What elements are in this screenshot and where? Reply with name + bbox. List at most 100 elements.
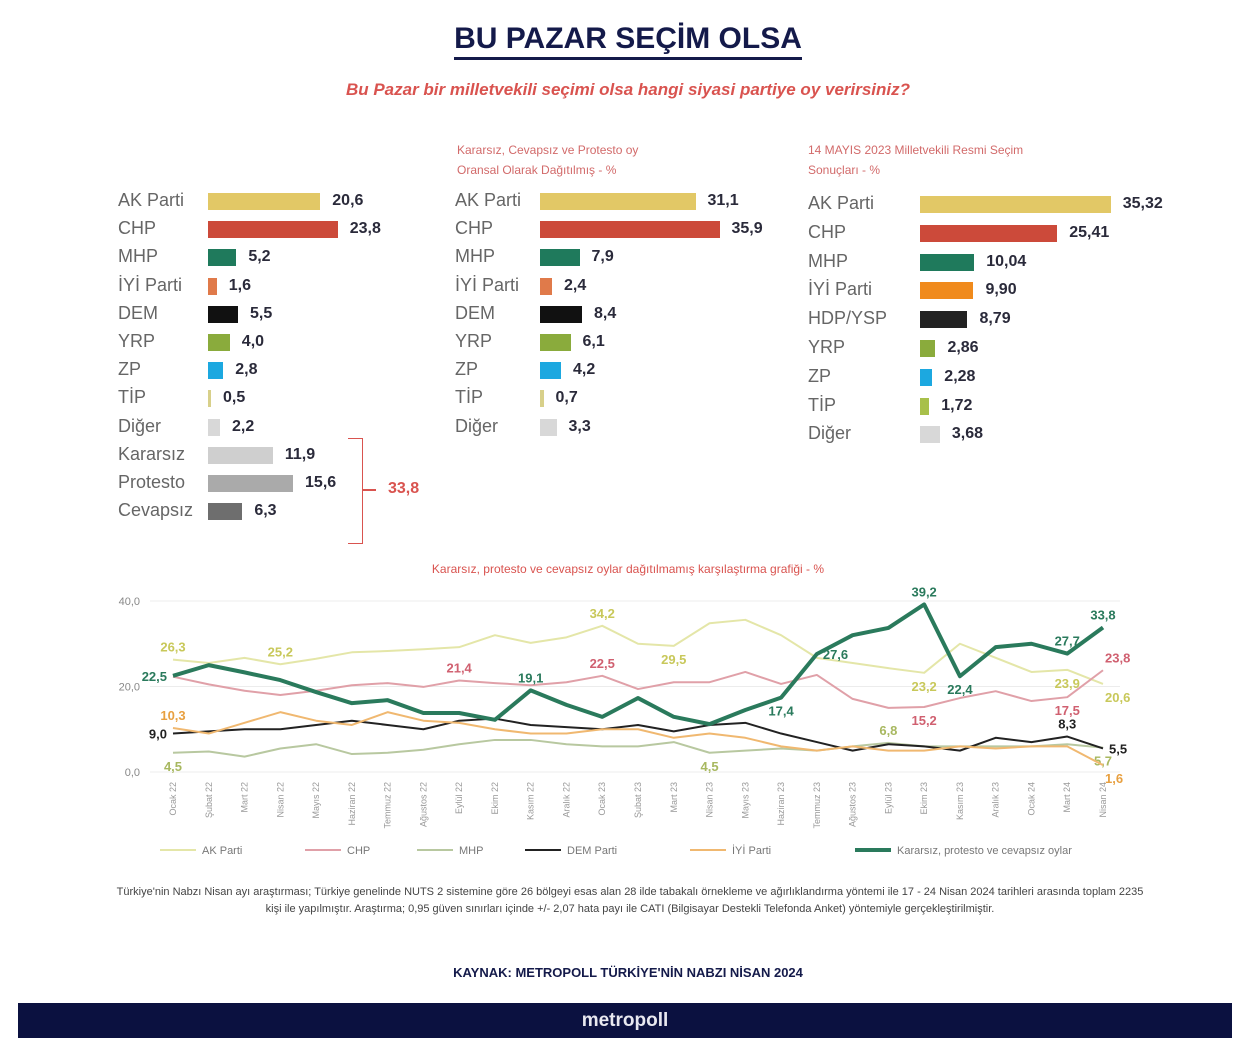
bar-value: 0,7 xyxy=(555,389,578,407)
x-tick-label: Eylül 23 xyxy=(883,782,893,814)
bar-label: YRP xyxy=(808,337,846,357)
bar-value: 6,1 xyxy=(582,333,605,350)
bar-value: 15,6 xyxy=(305,474,337,491)
bar xyxy=(208,305,238,323)
bar xyxy=(540,193,696,210)
legend-label: MHP xyxy=(459,845,483,857)
y-tick-label: 20,0 xyxy=(119,682,140,694)
bar-label: ZP xyxy=(455,359,479,380)
x-tick-label: Şubat 22 xyxy=(204,782,214,818)
bar-label: Diğer xyxy=(118,415,162,436)
data-label: 22,5 xyxy=(142,669,167,684)
bar xyxy=(208,475,294,492)
bar-label: CHP xyxy=(118,218,157,239)
bar-value: 1,72 xyxy=(941,396,973,414)
bar-value: 25,41 xyxy=(1069,223,1110,241)
x-tick-label: Ocak 22 xyxy=(168,782,178,816)
data-label: 21,4 xyxy=(446,661,472,676)
legend-label: DEM Parti xyxy=(567,845,617,857)
x-tick-label: Mart 24 xyxy=(1062,782,1072,813)
bar-value: 5,2 xyxy=(248,248,271,266)
bar-value: 3,3 xyxy=(568,417,591,435)
x-tick-label: Mayıs 22 xyxy=(311,782,321,819)
bar-label: AK Parti xyxy=(118,190,185,210)
bar-label: Kararsız xyxy=(118,443,186,464)
x-tick-label: Mart 22 xyxy=(240,782,250,813)
x-tick-label: Aralık 22 xyxy=(561,782,571,818)
bar xyxy=(208,221,338,239)
bar-value: 35,32 xyxy=(1122,195,1163,212)
x-tick-label: Haziran 22 xyxy=(347,782,357,826)
x-tick-label: Ekim 23 xyxy=(919,782,929,815)
panel-head-line: Oransal Olarak Dağıtılmış - % xyxy=(457,163,617,177)
bar-label: YRP xyxy=(455,331,493,351)
panel-head-election: 14 MAYIS 2023 Milletvekili Resmi Seçim S… xyxy=(808,140,1023,180)
bar-label: HDP/YSP xyxy=(808,308,888,329)
page-title: BU PAZAR SEÇİM OLSA xyxy=(0,22,1245,60)
bar-label: CHP xyxy=(455,218,494,239)
bar xyxy=(208,334,230,351)
bar-label: AK Parti xyxy=(455,190,522,210)
data-label: 17,4 xyxy=(768,704,794,719)
bar-label: CHP xyxy=(808,221,847,242)
bar-value: 4,2 xyxy=(573,361,596,379)
bar-label: MHP xyxy=(808,250,848,271)
x-tick-label: Nisan 24 xyxy=(1098,782,1108,818)
bar xyxy=(920,253,975,271)
bar-value: 35,9 xyxy=(731,220,763,238)
x-tick-label: Ocak 24 xyxy=(1026,782,1036,816)
data-label: 23,2 xyxy=(911,679,936,694)
data-label: 19,1 xyxy=(518,670,543,685)
data-label: 29,5 xyxy=(661,652,686,667)
x-tick-label: Eylül 22 xyxy=(454,782,464,814)
x-tick-label: Kasım 23 xyxy=(955,782,965,820)
bar xyxy=(208,418,220,436)
x-tick-label: Kasım 22 xyxy=(526,782,536,820)
bar-label: ZP xyxy=(808,365,832,386)
x-tick-label: Ağustos 22 xyxy=(418,782,428,827)
bar xyxy=(920,426,940,444)
data-label: 4,5 xyxy=(164,759,182,774)
bar xyxy=(540,418,557,436)
bar xyxy=(920,282,974,300)
data-label: 1,6 xyxy=(1105,771,1123,786)
x-tick-label: Temmuz 22 xyxy=(383,782,393,829)
data-label: 8,3 xyxy=(1058,717,1076,732)
data-label: 9,0 xyxy=(149,727,167,742)
bar-value: 20,6 xyxy=(332,192,364,209)
data-label: 22,5 xyxy=(590,656,615,671)
data-label: 10,3 xyxy=(160,708,185,723)
source-line: KAYNAK: METROPOLL TÜRKİYE'NİN NABZI NİSA… xyxy=(453,965,803,980)
data-label: 33,8 xyxy=(1090,608,1115,623)
bar-value: 2,4 xyxy=(564,276,587,294)
bar xyxy=(540,249,580,267)
data-label: 27,6 xyxy=(823,647,848,662)
bar xyxy=(540,305,582,323)
bar-value: 2,2 xyxy=(231,417,255,435)
bar xyxy=(920,224,1058,242)
bar-value: 3,68 xyxy=(951,425,983,443)
bar-label: TİP xyxy=(808,394,837,415)
data-label: 26,3 xyxy=(160,640,185,655)
data-label: 39,2 xyxy=(911,584,936,599)
bar-value: 6,3 xyxy=(254,502,277,520)
bar-value: 11,9 xyxy=(284,445,316,463)
x-tick-label: Ağustos 23 xyxy=(848,782,858,827)
bar xyxy=(540,334,571,351)
undecided-bracket xyxy=(348,438,363,544)
x-tick-label: Haziran 23 xyxy=(776,782,786,826)
bar-label: MHP xyxy=(118,246,158,267)
bar xyxy=(208,249,237,267)
bar xyxy=(540,362,561,380)
legend-label: CHP xyxy=(347,845,370,857)
bar xyxy=(208,503,243,521)
data-label: 4,5 xyxy=(700,759,718,774)
footer-bar: metropoll xyxy=(18,1003,1232,1038)
bar-label: TİP xyxy=(118,387,147,408)
data-label: 17,5 xyxy=(1055,703,1080,718)
bar-label: İYİ Parti xyxy=(808,279,873,300)
data-label: 5,5 xyxy=(1109,741,1127,756)
bar xyxy=(208,277,217,295)
bar-label: İYİ Parti xyxy=(118,274,183,295)
series-line xyxy=(172,738,1104,758)
